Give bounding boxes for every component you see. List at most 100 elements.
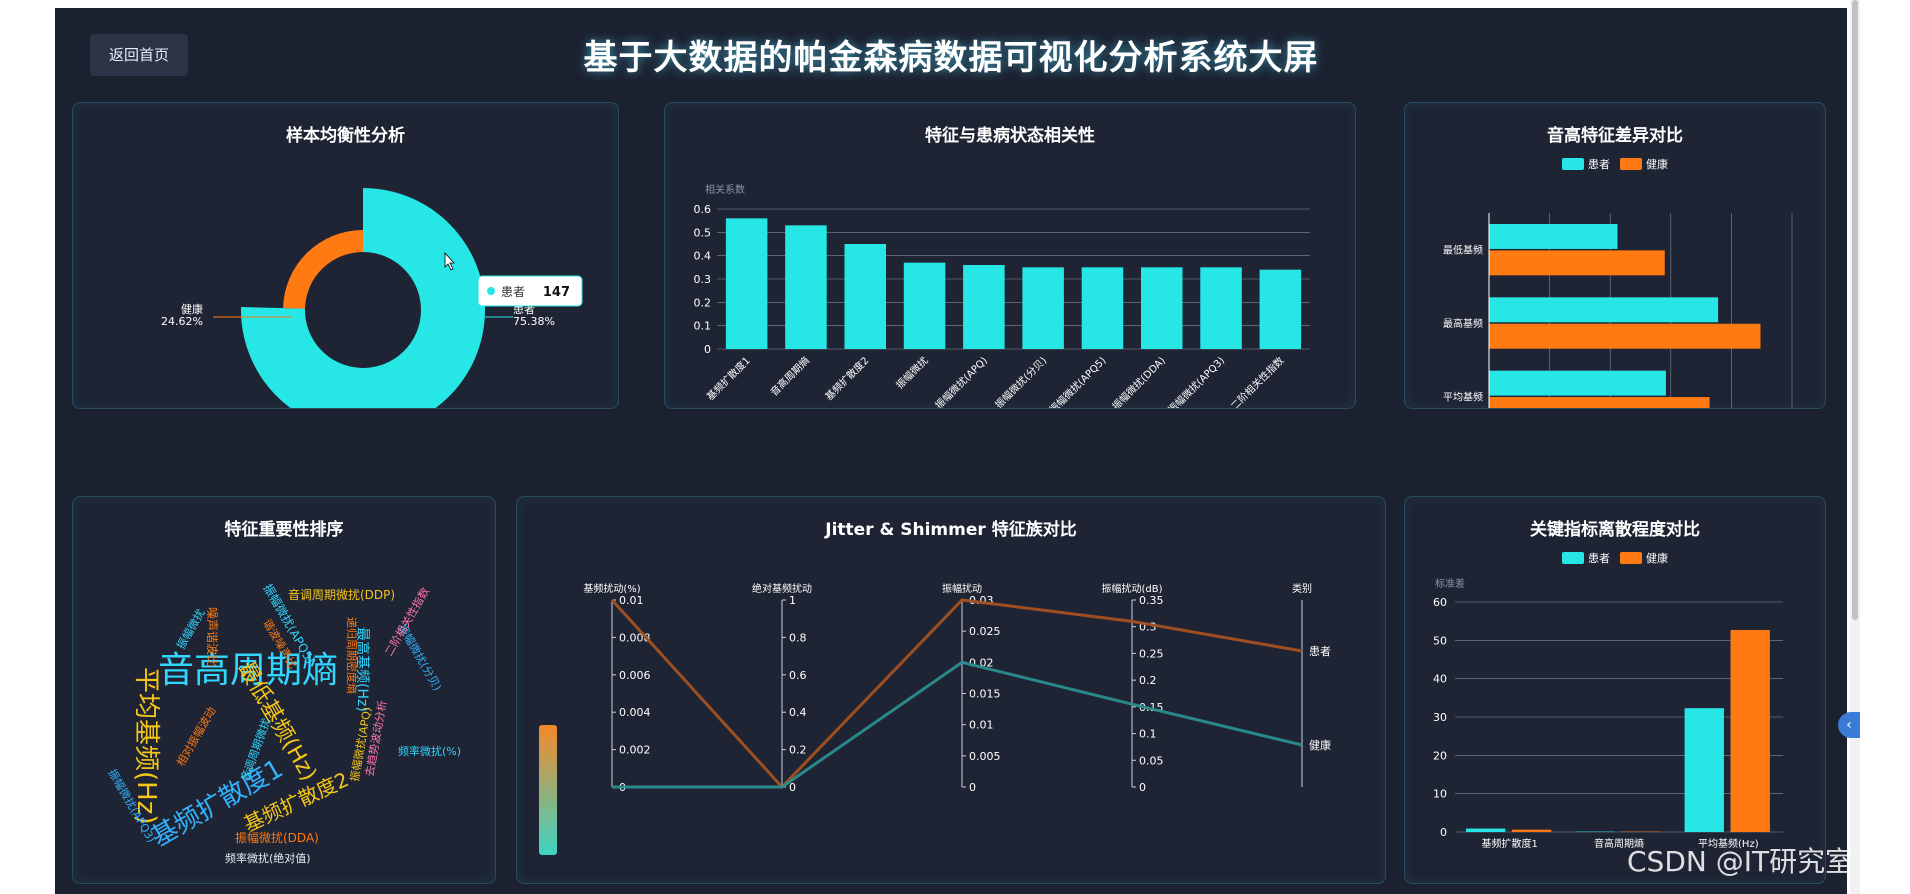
x-tick-label: 振幅微扰 <box>893 354 930 391</box>
collapse-arrow-icon[interactable]: ‹ <box>1838 712 1860 738</box>
y-tick-label: 最高基频 <box>1443 317 1483 330</box>
axis-tick-label: 0 <box>969 781 976 794</box>
axis-tick-label: 0.01 <box>969 719 994 732</box>
pitch-bar-chart: 患者健康050100150200250平均基频最高基频最低基频 <box>1443 157 1793 408</box>
axis-tick-label: 0.006 <box>619 669 651 682</box>
importance-wordcloud: 音高周期熵平均基频(Hz)基频扩散度1最低基频(Hz)基频扩散度2最高基频(Hz… <box>105 581 461 865</box>
pie-label-percent: 75.38% <box>513 315 555 328</box>
word: 最高基频(Hz) <box>354 627 371 712</box>
axis-tick-label: 0.01 <box>619 594 644 607</box>
x-tick-label: 振幅微扰(APQ) <box>932 354 990 408</box>
panel-title: 样本均衡性分析 <box>286 126 405 146</box>
mouse-cursor-icon <box>444 251 455 271</box>
axis-tick-label: 0 <box>1139 781 1146 794</box>
bar <box>785 225 827 349</box>
bar <box>1489 323 1761 349</box>
axis-tick-label: 0.025 <box>969 625 1001 638</box>
correlation-bar-chart: 相关系数 0 0.1 0.2 0.3 0.4 0.5 0.6 基频扩散度1 音高周期熵 基频扩散度2… <box>694 183 1310 408</box>
axis-tick-label: 0.35 <box>1139 594 1164 607</box>
bar <box>1489 250 1665 276</box>
panel-title: 关键指标离散程度对比 <box>1530 520 1700 540</box>
page-title: 基于大数据的帕金森病数据可视化分析系统大屏 <box>583 38 1319 78</box>
x-tick-label: 二阶相关性指数 <box>1228 354 1287 408</box>
tooltip-label: 患者 <box>501 285 525 299</box>
dispersion-panel: 关键指标离散程度对比 患者 健康 标准差 0 10 20 30 40 50 60 基频扩散度1 音高周… <box>1404 496 1826 884</box>
legend-label: 健康 <box>1646 551 1668 565</box>
correlation-panel: 特征与患病状态相关性 相关系数 0 0.1 0.2 0.3 0.4 0.5 0.6 基频扩散度1… <box>664 102 1356 409</box>
pitch-panel: 音高特征差异对比 患者健康050100150200250平均基频最高基频最低基频 <box>1404 102 1826 409</box>
x-tick-label: 基频扩散度2 <box>822 354 871 403</box>
axis-tick-label: 0.005 <box>969 750 1001 763</box>
y-tick-label: 60 <box>1433 596 1447 609</box>
bar <box>1511 829 1552 832</box>
word: 音高周期熵 <box>158 650 338 691</box>
tooltip-dot <box>487 287 495 295</box>
x-tick-label: 振幅微扰(分贝) <box>992 354 1049 408</box>
y-tick-label: 0 <box>1440 826 1447 839</box>
x-tick-label: 振幅微扰(DDA) <box>1109 354 1168 408</box>
word: 振幅微扰 <box>173 606 207 651</box>
word: 递归周期密度熵 <box>345 617 359 694</box>
axis-tick-label: 0.05 <box>1139 754 1164 767</box>
bar <box>1022 267 1064 349</box>
bar <box>1140 267 1183 349</box>
y-tick-label: 0.1 <box>694 320 712 333</box>
word: 频率微扰(%) <box>398 744 461 758</box>
y-tick-label: 最低基频 <box>1443 244 1483 257</box>
dashboard-frame: 返回首页 基于大数据的帕金森病数据可视化分析系统大屏 样本均衡性分析 健康 24.… <box>55 8 1847 894</box>
bar <box>1730 629 1770 832</box>
y-axis-label: 相关系数 <box>705 183 745 196</box>
word: 振幅微扰(DDA) <box>235 830 319 845</box>
panel-title: 特征与患病状态相关性 <box>925 126 1095 146</box>
back-home-button[interactable]: 返回首页 <box>90 34 188 76</box>
x-tick-label: 平均基频(Hz) <box>1698 837 1759 850</box>
pie-slice-healthy <box>283 230 363 309</box>
axis-tick-label: 1 <box>789 594 796 607</box>
y-tick-label: 0.2 <box>694 296 712 309</box>
axis-tick-label: 健康 <box>1309 738 1331 752</box>
bar <box>1684 708 1724 832</box>
pie-slice-patient <box>241 188 485 408</box>
x-tick-label: 音高周期熵 <box>768 354 813 399</box>
x-tick-label: 基频扩散度1 <box>704 354 753 403</box>
y-tick-label: 40 <box>1433 673 1447 686</box>
axis-tick-label: 0.015 <box>969 688 1001 701</box>
legend-swatch <box>1620 158 1642 170</box>
visual-map-bar <box>539 725 557 855</box>
axis-tick-label: 0.4 <box>789 706 807 719</box>
jitter-parallel-chart: 基频扰动(%)00.0020.0040.0060.0080.01绝对基频扰动00… <box>539 582 1331 855</box>
axis-name: 绝对基频扰动 <box>752 582 812 595</box>
axis-tick-label: 患者 <box>1309 645 1331 658</box>
y-tick-label: 0.3 <box>694 273 712 286</box>
panel-title: 特征重要性排序 <box>224 520 344 540</box>
y-tick-label: 0.4 <box>694 250 712 263</box>
series-line-healthy <box>612 660 1303 789</box>
scrollbar-thumb[interactable] <box>1852 0 1858 620</box>
y-tick-label: 0 <box>704 343 711 356</box>
axis-name: 振幅扰动(dB) <box>1101 582 1162 595</box>
axis-tick-label: 0.004 <box>619 706 651 719</box>
bar <box>1489 397 1710 408</box>
axis-tick-label: 0.6 <box>789 669 807 682</box>
y-tick-label: 30 <box>1433 711 1447 724</box>
x-tick-label: 基频扩散度1 <box>1481 837 1537 850</box>
bar <box>1489 224 1618 249</box>
legend-swatch <box>1620 552 1642 564</box>
axis-tick-label: 0.25 <box>1139 647 1164 660</box>
bar <box>725 218 768 349</box>
legend-label: 健康 <box>1646 157 1668 171</box>
x-tick-label: 振幅微扰(APQ3) <box>1165 354 1227 408</box>
legend-label: 患者 <box>1588 158 1610 171</box>
y-tick-label: 10 <box>1433 788 1447 801</box>
watermark: CSDN @IT研究室 <box>1627 845 1854 878</box>
panel-title: Jitter & Shimmer 特征族对比 <box>825 520 1077 540</box>
axis-tick-label: 0.002 <box>619 744 651 757</box>
page-scrollbar[interactable] <box>1850 0 1860 894</box>
panel-title: 音高特征差异对比 <box>1547 126 1683 146</box>
x-tick-label: 音高周期熵 <box>1594 837 1644 850</box>
tooltip-box <box>477 275 583 307</box>
jitter-panel: Jitter & Shimmer 特征族对比 基频扰动(%) 0 0.002 0.00… <box>516 496 1386 884</box>
x-tick-label: 振幅微扰(APQ5) <box>1046 354 1108 408</box>
